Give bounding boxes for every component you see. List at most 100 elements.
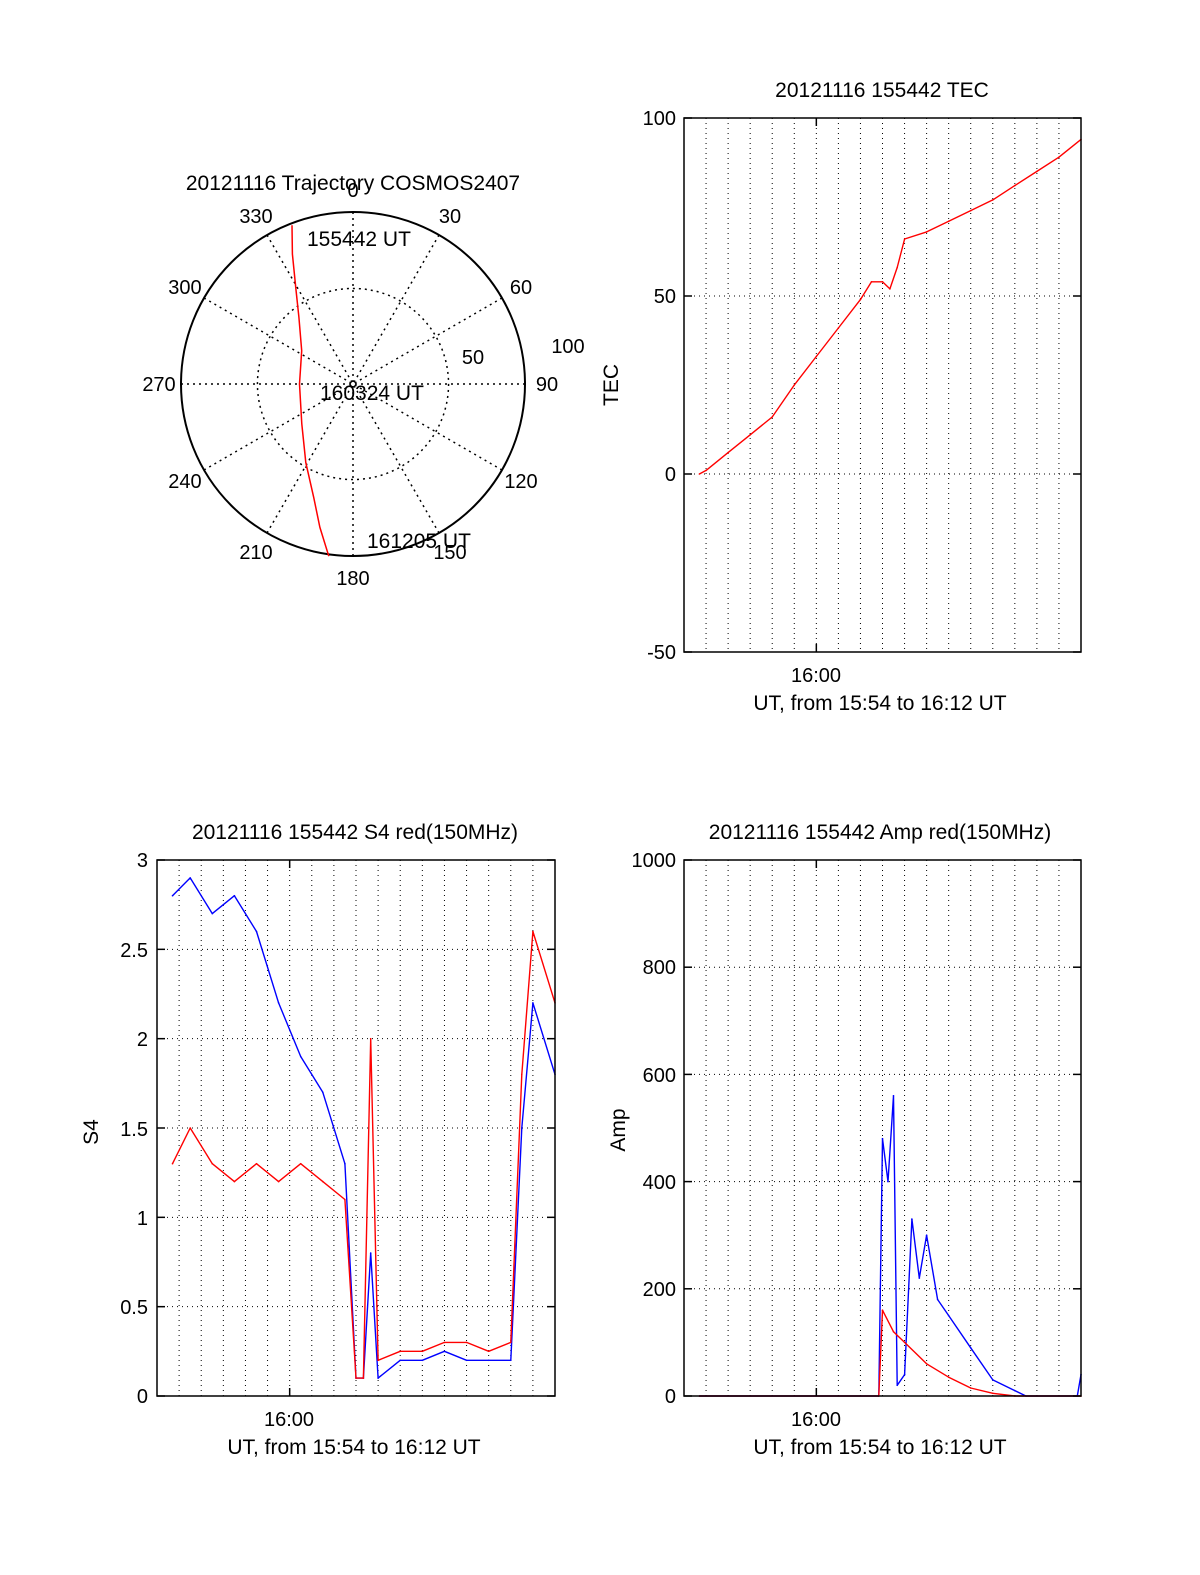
s4-red-point xyxy=(521,1073,523,1076)
s4-grid xyxy=(157,860,555,1396)
polar-azimuth-label: 60 xyxy=(510,277,532,299)
polar-azimuth-label: 210 xyxy=(239,542,272,564)
polar-azimuth-label: 180 xyxy=(336,568,369,590)
polar-grid xyxy=(181,212,525,556)
s4-x-axis-label: UT, from 15:54 to 16:12 UT xyxy=(227,1436,480,1459)
tec-red-point xyxy=(896,266,898,269)
s4-red-point xyxy=(443,1341,446,1344)
s4-y-tick-1: 0.5 xyxy=(120,1297,148,1319)
amp-grid xyxy=(684,860,1081,1396)
amp-y-tick-4: 800 xyxy=(643,957,676,979)
tec-ticks xyxy=(684,117,1081,653)
polar-radial-label-50: 50 xyxy=(462,347,484,369)
polar-ring-50 xyxy=(256,287,450,481)
tec-red-point xyxy=(903,238,906,240)
s4-red-point xyxy=(510,1341,512,1344)
s4-red-point xyxy=(362,1377,365,1379)
trajectory-trace xyxy=(291,225,330,557)
s4-blue-point xyxy=(465,1359,468,1362)
amp-red-point xyxy=(881,1309,884,1311)
tec-red-point xyxy=(771,416,773,418)
s4-red-point xyxy=(171,1162,174,1165)
amp-blue-trace xyxy=(699,1095,1082,1397)
amp-blue-point xyxy=(925,1234,928,1236)
polar-azimuth-label: 150 xyxy=(433,542,466,564)
s4-blue-point xyxy=(521,1127,523,1129)
amp-blue-point xyxy=(947,1314,950,1317)
trajectory-chart: 20121116 Trajectory COSMOS2407 0 30 60 90 12… xyxy=(142,172,584,590)
s4-blue-point xyxy=(487,1359,490,1362)
s4-red-point xyxy=(465,1341,468,1344)
s4-red-point xyxy=(255,1162,258,1165)
amp-chart: 20121116 155442 Amp red(150MHz) 0 200 40… xyxy=(607,821,1082,1459)
tec-y-tick-3: 100 xyxy=(643,108,676,130)
tec-red-point xyxy=(705,469,707,472)
tec-y-tick-1: 0 xyxy=(665,464,676,486)
s4-red-point xyxy=(344,1198,346,1201)
tec-red-point xyxy=(727,451,729,454)
s4-red-point xyxy=(277,1180,280,1183)
polar-azimuth-label: 0 xyxy=(347,180,358,202)
s4-blue-point xyxy=(189,877,191,879)
s4-red-point xyxy=(487,1350,490,1353)
amp-blue-point xyxy=(881,1137,884,1140)
amp-blue-point xyxy=(1014,1389,1016,1392)
s4-red-point xyxy=(399,1350,402,1353)
polar-outer-circle xyxy=(180,211,526,557)
s4-blue-point xyxy=(421,1359,424,1362)
amp-red-point xyxy=(969,1387,972,1389)
amp-red-trace xyxy=(699,1309,1081,1397)
amp-blue-point xyxy=(992,1379,994,1381)
s4-red-point xyxy=(299,1162,302,1165)
tec-red-point xyxy=(969,209,972,212)
s4-y-tick-5: 2.5 xyxy=(120,940,148,962)
tec-chart: 20121116 155442 TEC -50 0 50 100 16:00 U… xyxy=(600,79,1082,715)
s4-blue-point xyxy=(299,1055,302,1058)
tec-grid xyxy=(684,118,1081,652)
s4-blue-point xyxy=(369,1252,372,1254)
polar-radial-label-100: 100 xyxy=(551,336,584,358)
s4-blue-trace xyxy=(172,877,556,1379)
tec-red-point xyxy=(870,281,873,283)
amp-red-point xyxy=(903,1341,906,1344)
amp-red-point xyxy=(925,1363,928,1365)
amp-blue-point xyxy=(887,1180,889,1183)
tec-y-tick-0: -50 xyxy=(647,642,676,664)
s4-red-point xyxy=(369,1037,372,1040)
tec-red-point xyxy=(1014,184,1016,187)
tec-red-point xyxy=(881,281,884,283)
tec-red-point xyxy=(1058,156,1060,158)
s4-blue-point xyxy=(211,912,214,915)
amp-y-tick-1: 200 xyxy=(643,1279,676,1301)
tec-red-point xyxy=(793,384,796,386)
tec-x-tick-label: 16:00 xyxy=(791,665,841,687)
amp-y-axis-label: Amp xyxy=(607,1108,630,1151)
amp-traces xyxy=(698,1095,1082,1397)
tec-red-point xyxy=(749,434,751,436)
amp-blue-point xyxy=(969,1347,972,1349)
s4-red-point xyxy=(189,1127,191,1129)
s4-y-tick-6: 3 xyxy=(137,850,148,872)
s4-blue-point xyxy=(510,1359,512,1362)
tec-red-point xyxy=(815,355,818,358)
s4-blue-point xyxy=(322,1091,324,1094)
s4-y-tick-0: 0 xyxy=(137,1386,148,1408)
s4-x-tick-label: 16:00 xyxy=(264,1409,314,1431)
amp-red-point xyxy=(947,1376,950,1378)
polar-azimuth-label: 330 xyxy=(239,206,272,228)
s4-red-point xyxy=(211,1162,214,1165)
s4-title: 20121116 155442 S4 red(150MHz) xyxy=(192,821,518,844)
s4-red-point xyxy=(532,930,534,933)
s4-chart: 20121116 155442 S4 red(150MHz) 0 0.5 1 1… xyxy=(80,821,556,1459)
s4-blue-point xyxy=(171,894,174,897)
amp-y-tick-5: 1000 xyxy=(632,850,677,872)
amp-red-point xyxy=(992,1392,994,1395)
s4-y-tick-3: 1.5 xyxy=(120,1119,148,1141)
amp-blue-point xyxy=(911,1218,913,1220)
tec-title: 20121116 155442 TEC xyxy=(775,79,989,102)
tec-red-point xyxy=(698,473,701,475)
s4-red-point xyxy=(421,1350,424,1353)
polar-azimuth-label: 240 xyxy=(168,471,201,493)
s4-y-tick-2: 1 xyxy=(137,1208,148,1230)
